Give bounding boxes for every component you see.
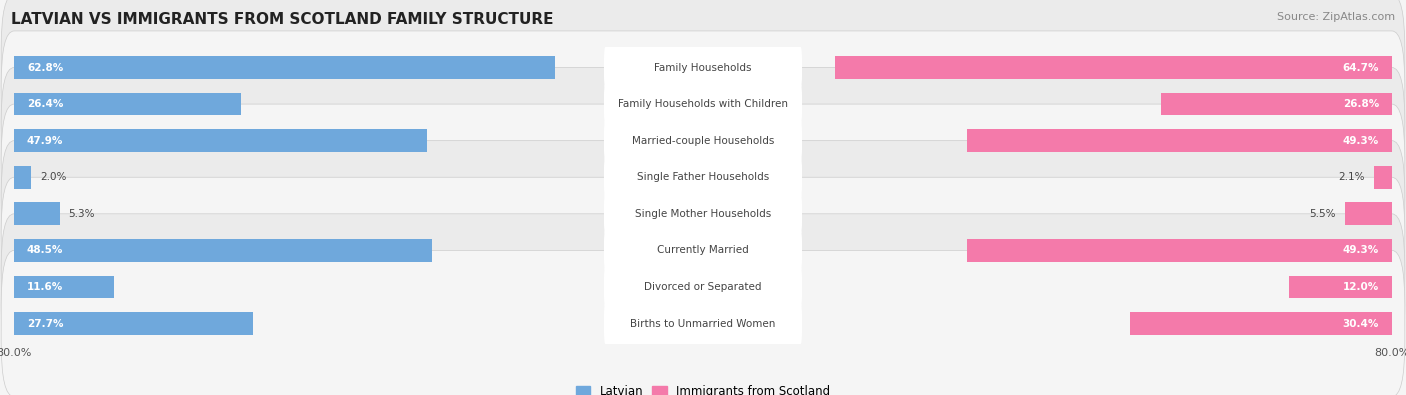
FancyBboxPatch shape [605,152,801,203]
Text: Single Father Households: Single Father Households [637,172,769,182]
FancyBboxPatch shape [605,79,801,130]
Text: Married-couple Households: Married-couple Households [631,135,775,146]
FancyBboxPatch shape [1,68,1405,214]
Bar [14,276,114,298]
Bar [14,129,426,152]
Bar [967,239,1392,262]
Text: 5.5%: 5.5% [1309,209,1336,219]
Text: 64.7%: 64.7% [1343,62,1379,73]
Bar [14,56,555,79]
Text: 12.0%: 12.0% [1343,282,1379,292]
Bar [967,129,1392,152]
Text: 62.8%: 62.8% [27,62,63,73]
Text: 48.5%: 48.5% [27,245,63,256]
Bar [14,93,242,115]
Text: Single Mother Households: Single Mother Households [636,209,770,219]
Bar [14,312,253,335]
FancyBboxPatch shape [605,298,801,349]
Bar [1344,203,1392,225]
Bar [14,239,432,262]
FancyBboxPatch shape [605,42,801,93]
Text: 2.0%: 2.0% [39,172,66,182]
Bar [1130,312,1392,335]
Legend: Latvian, Immigrants from Scotland: Latvian, Immigrants from Scotland [571,380,835,395]
Text: Divorced or Separated: Divorced or Separated [644,282,762,292]
Bar [14,203,59,225]
FancyBboxPatch shape [605,188,801,239]
FancyBboxPatch shape [1,31,1405,177]
Text: Source: ZipAtlas.com: Source: ZipAtlas.com [1277,12,1395,22]
FancyBboxPatch shape [1,0,1405,141]
Text: Births to Unmarried Women: Births to Unmarried Women [630,318,776,329]
Text: 27.7%: 27.7% [27,318,63,329]
Bar [1374,166,1392,188]
Bar [1289,276,1392,298]
Text: 30.4%: 30.4% [1343,318,1379,329]
FancyBboxPatch shape [605,261,801,312]
Text: 2.1%: 2.1% [1339,172,1365,182]
Text: 26.8%: 26.8% [1343,99,1379,109]
Text: 47.9%: 47.9% [27,135,63,146]
Bar [14,166,31,188]
Text: 11.6%: 11.6% [27,282,63,292]
Text: 5.3%: 5.3% [69,209,94,219]
FancyBboxPatch shape [1,250,1405,395]
FancyBboxPatch shape [1,214,1405,360]
FancyBboxPatch shape [1,177,1405,324]
Text: LATVIAN VS IMMIGRANTS FROM SCOTLAND FAMILY STRUCTURE: LATVIAN VS IMMIGRANTS FROM SCOTLAND FAMI… [11,12,554,27]
FancyBboxPatch shape [605,115,801,166]
FancyBboxPatch shape [1,104,1405,250]
FancyBboxPatch shape [1,141,1405,287]
Bar [835,56,1392,79]
Text: Family Households with Children: Family Households with Children [619,99,787,109]
Text: 49.3%: 49.3% [1343,245,1379,256]
Text: Family Households: Family Households [654,62,752,73]
Text: Currently Married: Currently Married [657,245,749,256]
FancyBboxPatch shape [605,225,801,276]
Text: 49.3%: 49.3% [1343,135,1379,146]
Bar [1161,93,1392,115]
Text: 26.4%: 26.4% [27,99,63,109]
